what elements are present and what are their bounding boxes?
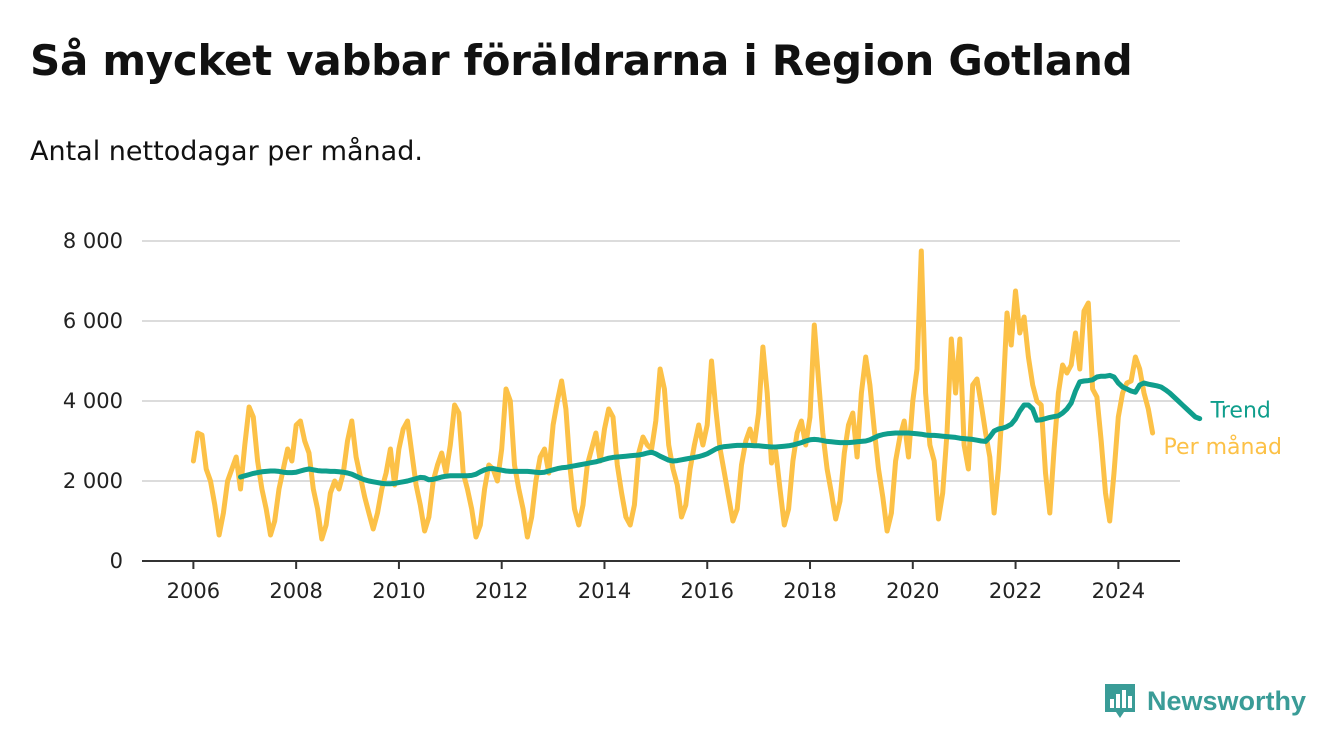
x-tick-label: 2010: [372, 579, 425, 603]
y-tick-label: 4 000: [63, 389, 123, 413]
logo-text: Newsworthy: [1146, 685, 1306, 716]
x-tick-label: 2016: [681, 579, 734, 603]
series-label: Trend: [1210, 399, 1271, 424]
series-line-per-manad: [190, 248, 1156, 542]
x-tick-label: 2014: [578, 579, 631, 603]
x-tick-label: 2012: [475, 579, 528, 603]
chart-subtitle: Antal nettodagar per månad.: [30, 136, 423, 167]
y-axis-ticks: 0 2 000 4 000 6 000 8 000: [63, 229, 123, 573]
series-lines: [190, 248, 1203, 542]
chart-title: Så mycket vabbar föräldrarna i Region Go…: [30, 36, 1133, 85]
x-tick-label: 2008: [269, 579, 322, 603]
series-labels: Trend Per månad: [1164, 399, 1282, 460]
newsworthy-logo: Newsworthy: [1103, 682, 1306, 720]
y-tick-label: 2 000: [63, 469, 123, 493]
x-tick-label: 2024: [1092, 579, 1145, 603]
y-tick-label: 0: [110, 549, 123, 573]
y-tick-label: 6 000: [63, 309, 123, 333]
x-tick-label: 2020: [886, 579, 939, 603]
x-axis-ticks: 2006 2008 2010 2012 2014 2016 2018 2020 2022 2024: [167, 561, 1145, 603]
x-tick-label: 2018: [783, 579, 836, 603]
series-label: Per månad: [1164, 434, 1282, 460]
x-tick-label: 2022: [989, 579, 1042, 603]
gridlines: [142, 240, 1180, 482]
bar-chart-speech-icon: [1104, 684, 1135, 718]
y-tick-label: 8 000: [63, 229, 123, 253]
series-line-trend: [238, 372, 1203, 487]
x-tick-label: 2006: [167, 579, 220, 603]
